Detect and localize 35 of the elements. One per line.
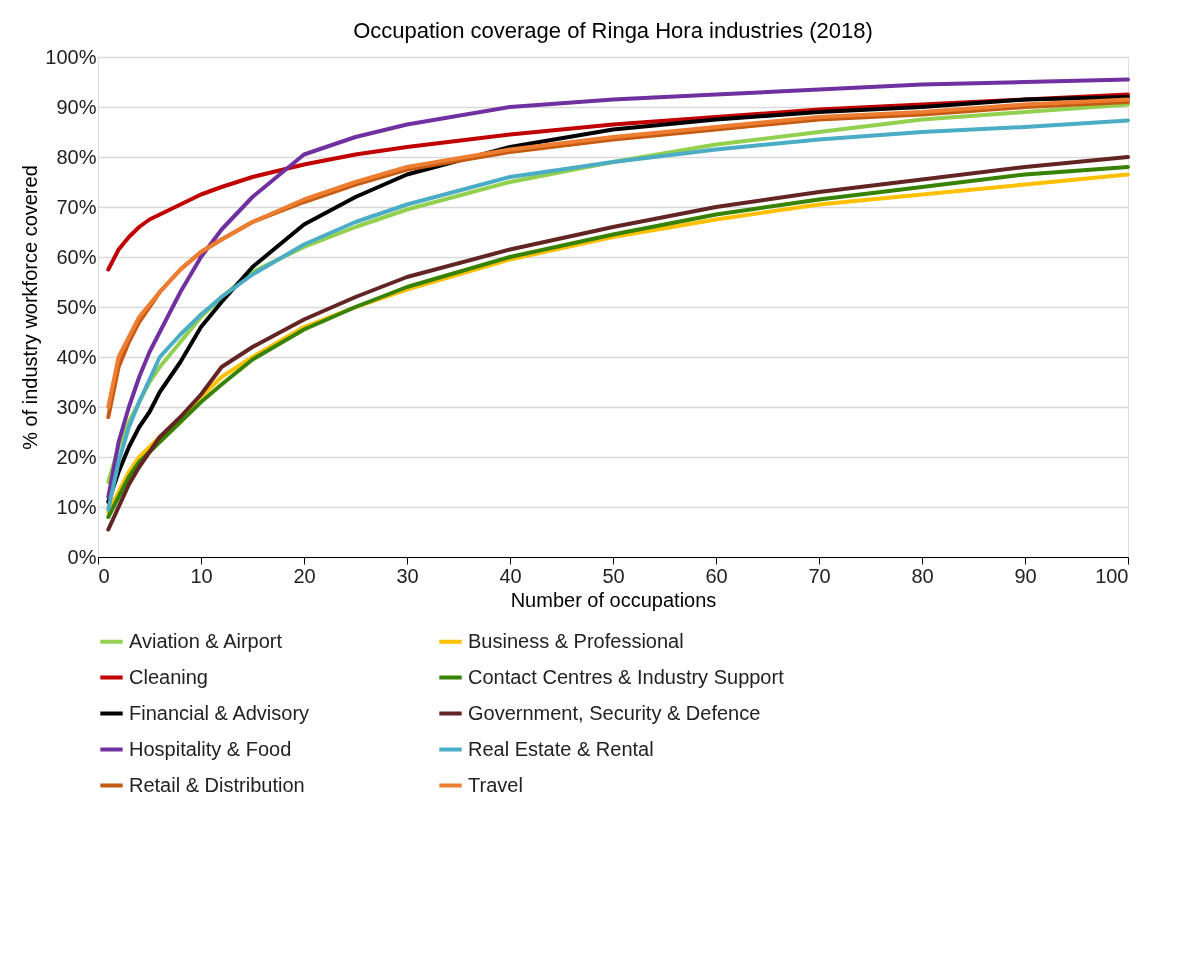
x-tick-label: 80	[911, 564, 934, 587]
legend-label: Government, Security & Defence	[468, 701, 761, 724]
x-tick-label: 10	[190, 564, 213, 587]
x-tick-label: 20	[293, 564, 316, 587]
legend-label: Financial & Advisory	[129, 701, 310, 724]
y-tick-label: 50%	[56, 295, 97, 318]
x-tick-label: 30	[396, 564, 419, 587]
legend-label: Travel	[468, 773, 523, 796]
y-tick-label: 80%	[56, 145, 97, 168]
y-tick-label: 0%	[67, 545, 97, 568]
x-tick-label: 50	[602, 564, 625, 587]
legend-label: Hospitality & Food	[129, 737, 292, 760]
y-tick-label: 100%	[45, 45, 97, 68]
chart-title: Occupation coverage of Ringa Hora industries (2018)	[353, 18, 873, 43]
legend-label: Aviation & Airport	[129, 629, 283, 652]
legend-label: Cleaning	[129, 665, 208, 688]
x-tick-label: 60	[705, 564, 728, 587]
y-tick-label: 40%	[56, 345, 97, 368]
legend-label: Business & Professional	[468, 629, 684, 652]
x-tick-label: 70	[808, 564, 831, 587]
x-tick-label: 90	[1014, 564, 1037, 587]
y-tick-label: 70%	[56, 195, 97, 218]
legend-label: Real Estate & Rental	[468, 737, 654, 760]
y-tick-label: 20%	[56, 445, 97, 468]
legend-label: Contact Centres & Industry Support	[468, 665, 785, 688]
x-tick-label: 100	[1095, 564, 1129, 587]
y-axis-title: % of industry workforce covered	[19, 165, 42, 450]
y-tick-label: 30%	[56, 395, 97, 418]
x-axis-title: Number of occupations	[510, 588, 717, 611]
x-tick-label: 0	[98, 564, 110, 587]
y-tick-label: 60%	[56, 245, 97, 268]
x-tick-label: 40	[499, 564, 522, 587]
y-tick-label: 90%	[56, 95, 97, 118]
legend-label: Retail & Distribution	[129, 773, 305, 796]
y-tick-label: 10%	[56, 495, 97, 518]
